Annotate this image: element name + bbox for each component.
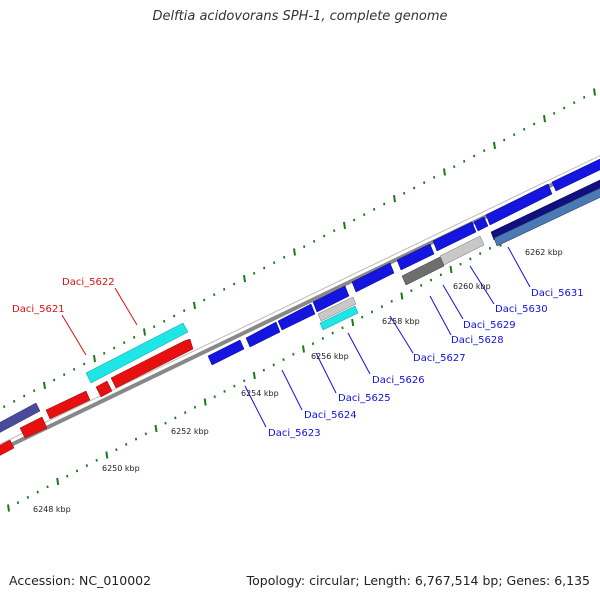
- scale-label: 6256 kbp: [311, 352, 349, 361]
- gene-arrow-steel[interactable]: [493, 187, 600, 247]
- gene-arrow-cyan[interactable]: [319, 305, 359, 331]
- gene-arrow-blue[interactable]: [473, 216, 489, 232]
- scale-tick: [343, 221, 346, 229]
- gene-label[interactable]: Daci_5625: [338, 393, 391, 404]
- gene-label[interactable]: Daci_5628: [451, 335, 504, 346]
- gene-label[interactable]: Daci_5627: [413, 353, 466, 364]
- gene-arrow-blue[interactable]: [207, 339, 245, 366]
- gene-label[interactable]: Daci_5626: [372, 375, 425, 386]
- scale-tick: [143, 328, 146, 336]
- scale-label: 6254 kbp: [241, 389, 279, 398]
- genome-summary: Topology: circular; Length: 6,767,514 bp…: [246, 573, 590, 588]
- gene-label[interactable]: Daci_5629: [463, 320, 516, 331]
- gene-arrow-cyan[interactable]: [85, 322, 189, 384]
- accession-label: Accession: NC_010002: [9, 573, 152, 588]
- scale-label: 6248 kbp: [33, 505, 71, 514]
- gene-arrow-red[interactable]: [45, 390, 91, 420]
- gene-arrow-blue[interactable]: [432, 221, 477, 252]
- upper-tick-track: [3, 88, 596, 409]
- gene-label[interactable]: Daci_5630: [495, 304, 548, 315]
- gene-arrow-blue[interactable]: [551, 158, 600, 192]
- scale-tick: [7, 504, 10, 512]
- gene-label[interactable]: Daci_5622: [62, 277, 115, 288]
- scale-tick: [593, 88, 596, 96]
- scale-tick: [293, 248, 296, 256]
- gene-arrow-blue[interactable]: [245, 321, 281, 348]
- scale-tick: [154, 424, 158, 433]
- gene-arrow-blue[interactable]: [351, 262, 395, 293]
- gene-arrow-red[interactable]: [110, 338, 194, 389]
- scale-tick: [193, 301, 196, 309]
- map-title: Delftia acidovorans SPH-1, complete geno…: [152, 9, 448, 24]
- leader-lines: [61, 246, 531, 428]
- gene-arrow-red[interactable]: [0, 439, 15, 456]
- gene-label[interactable]: Daci_5624: [304, 410, 357, 421]
- scale-label: 6250 kbp: [102, 464, 140, 473]
- scale-tick: [449, 265, 453, 274]
- scale-tick: [351, 318, 355, 327]
- backbone-highlight: [0, 155, 600, 445]
- gene-arrow-navy[interactable]: [490, 179, 600, 241]
- scale-tick: [543, 115, 546, 123]
- gene-label[interactable]: Daci_5631: [531, 288, 584, 299]
- scale-tick: [93, 355, 96, 363]
- gene-arrow-blue[interactable]: [312, 285, 350, 313]
- scale-tick: [393, 195, 396, 203]
- gene-arrow-red[interactable]: [19, 416, 48, 439]
- gene-arrow-lightgray[interactable]: [317, 296, 357, 322]
- scale-tick: [302, 345, 305, 353]
- gene-arrow-gray[interactable]: [401, 256, 445, 286]
- gene-arrow-blue[interactable]: [277, 303, 316, 331]
- gene-arrow-blue[interactable]: [396, 243, 435, 271]
- scale-tick: [493, 141, 496, 149]
- scale-tick: [252, 371, 256, 380]
- gene-arrow-lightgray[interactable]: [439, 235, 485, 266]
- scale-tick: [203, 398, 207, 406]
- scale-tick: [105, 451, 109, 459]
- scale-label: 6262 kbp: [525, 248, 563, 257]
- scale-tick: [43, 381, 46, 389]
- scale-tick: [56, 477, 60, 486]
- scale-tick: [243, 275, 246, 283]
- gene-arrow-red[interactable]: [95, 380, 113, 398]
- scale-label: 6252 kbp: [171, 427, 209, 436]
- gene-arrow-blue[interactable]: [485, 183, 553, 226]
- scale-label: 6260 kbp: [453, 282, 491, 291]
- gene-arrow-slate[interactable]: [0, 402, 41, 433]
- scale-label: 6258 kbp: [382, 317, 420, 326]
- gene-label[interactable]: Daci_5621: [12, 304, 65, 315]
- gene-label[interactable]: Daci_5623: [268, 428, 321, 439]
- scale-tick: [443, 168, 446, 176]
- scale-tick: [400, 292, 404, 300]
